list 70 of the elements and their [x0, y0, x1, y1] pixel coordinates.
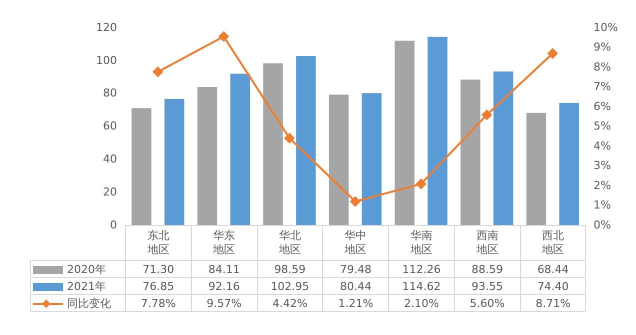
y2-tick-label: 0%	[594, 218, 612, 232]
point	[416, 178, 426, 189]
point	[218, 31, 229, 42]
data-label: 9.57%	[191, 294, 258, 312]
y2-tick-label: 3%	[594, 159, 612, 172]
data-label: 79.48	[322, 260, 389, 278]
y2-tick-label: 6%	[594, 100, 612, 113]
point	[152, 66, 163, 77]
data-label: 88.59	[454, 260, 520, 278]
bar	[559, 103, 579, 226]
bar	[428, 36, 448, 226]
point	[284, 133, 294, 144]
legend-label: 2021年	[30, 278, 126, 295]
y2-tick-label: 2%	[594, 178, 612, 192]
data-label: 5.60%	[454, 294, 520, 312]
x-tick-label: 东北地区	[125, 226, 192, 261]
bar	[197, 87, 218, 226]
y-tick-label: 120	[96, 20, 117, 34]
y2-tick-label: 4%	[594, 139, 612, 152]
x-tick-label: 华北地区	[257, 226, 323, 261]
data-label: 8.71%	[520, 294, 586, 312]
data-label: 74.40	[520, 278, 586, 295]
y2-tick-label: 7%	[594, 80, 612, 94]
bar	[132, 108, 152, 226]
y2-tick-label: 8%	[594, 60, 612, 74]
data-label: 4.42%	[257, 294, 323, 312]
data-label: 114.62	[388, 278, 454, 295]
bar	[362, 93, 382, 226]
bar	[328, 94, 349, 226]
y2-tick-label: 10%	[594, 20, 618, 34]
legend-label: 同比变化	[30, 294, 126, 312]
bar	[230, 74, 250, 226]
data-label: 7.78%	[125, 294, 192, 312]
bar	[460, 80, 480, 226]
bar	[296, 56, 316, 226]
data-label: 80.44	[322, 278, 389, 295]
data-label: 98.59	[257, 260, 323, 278]
y-tick-label: 0	[110, 218, 117, 232]
x-tick-label: 华东地区	[191, 226, 258, 261]
bar	[493, 72, 514, 226]
data-label: 68.44	[520, 260, 586, 278]
y2-tick-label: 1%	[594, 198, 612, 212]
bar	[394, 40, 414, 226]
bar	[526, 112, 546, 226]
point	[350, 196, 360, 207]
x-tick-label: 华中地区	[322, 226, 389, 261]
x-tick-label: 西北地区	[520, 226, 586, 261]
y-tick-label: 60	[102, 120, 117, 133]
y-tick-label: 20	[102, 185, 117, 198]
x-tick-label: 西南地区	[454, 226, 520, 261]
bar	[164, 98, 184, 226]
x-tick-label: 华南地区	[388, 226, 454, 261]
data-label: 1.21%	[322, 294, 389, 312]
data-label: 71.30	[125, 260, 192, 278]
data-label: 112.26	[388, 260, 454, 278]
y2-tick-label: 9%	[594, 40, 612, 54]
data-label: 2.10%	[388, 294, 454, 312]
data-label: 93.55	[454, 278, 520, 295]
y-tick-label: 100	[96, 54, 117, 67]
y2-tick-label: 5%	[594, 120, 612, 133]
data-label: 92.16	[191, 278, 258, 295]
point	[548, 48, 558, 58]
legend-label: 2020年	[30, 260, 126, 278]
point	[482, 110, 492, 120]
data-label: 102.95	[257, 278, 323, 295]
data-label: 84.11	[191, 260, 258, 278]
y-tick-label: 40	[102, 152, 117, 166]
data-label: 76.85	[125, 278, 192, 295]
bar	[263, 63, 283, 226]
y-tick-label: 80	[102, 86, 117, 100]
